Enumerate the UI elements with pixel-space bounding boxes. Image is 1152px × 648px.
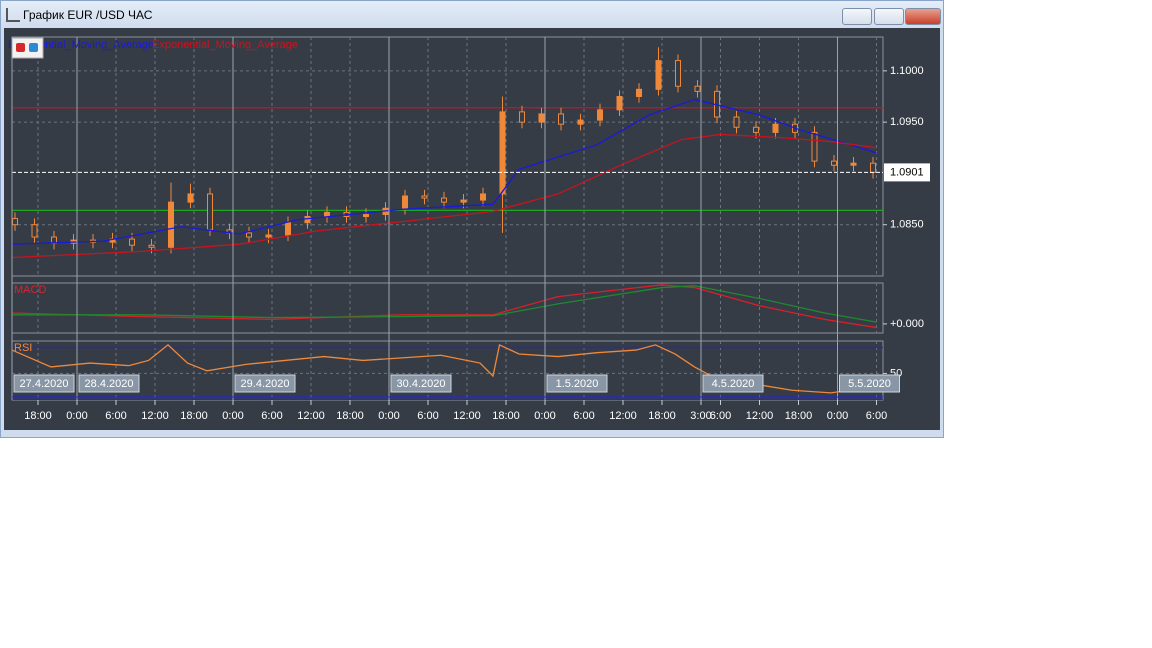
chart-area: 18:00 0:00 6:00 12:00 18:00 0:00 6:00 12:00 18:0… <box>4 28 940 430</box>
date-label: 4.5.2020 <box>712 378 755 390</box>
x-tick-label: 6:00 <box>417 410 438 422</box>
candle-body <box>441 197 447 203</box>
y-tick-label: 1.0850 <box>890 219 924 231</box>
window-title: График EUR /USD ЧАС <box>23 8 153 22</box>
panel-title: RSI <box>14 342 32 354</box>
legend-entry: Exponential_Moving_Average <box>152 39 298 51</box>
date-box <box>390 374 452 393</box>
date-label: 1.5.2020 <box>556 378 599 390</box>
candle-body <box>870 162 876 173</box>
series-line <box>11 98 877 245</box>
candle-body <box>402 195 408 209</box>
y-tick-label: +0.000 <box>890 318 924 330</box>
date-box <box>13 374 75 393</box>
x-tick-label: 18:00 <box>24 410 52 422</box>
candle-body <box>577 119 584 125</box>
candle-body <box>480 193 486 201</box>
candle-body <box>616 95 623 111</box>
candle-body <box>207 193 213 231</box>
x-tick-label: 0:00 <box>827 410 848 422</box>
series-line <box>12 285 877 323</box>
candle-body <box>772 123 779 133</box>
candle-body <box>655 60 662 90</box>
candle-body <box>499 111 506 195</box>
candle-body <box>148 244 155 248</box>
candle-body <box>694 85 701 92</box>
candle-body <box>597 109 603 121</box>
panel-icon-red <box>16 43 25 52</box>
window-icon <box>6 8 20 22</box>
candle-body <box>831 160 837 166</box>
current-price-box <box>884 163 930 182</box>
candle-body <box>363 213 369 218</box>
date-label: 5.5.2020 <box>848 378 891 390</box>
date-label: 28.4.2020 <box>85 378 134 390</box>
panel-title: MACD <box>14 284 46 296</box>
candle-body <box>246 232 252 238</box>
x-tick-label: 18:00 <box>492 410 520 422</box>
x-tick-label: 12:00 <box>141 410 169 422</box>
x-tick-label: 0:00 <box>222 410 243 422</box>
candle-body <box>324 211 330 218</box>
candle-body <box>285 222 291 236</box>
x-tick-label: 0:00 <box>534 410 555 422</box>
date-label: 29.4.2020 <box>241 378 290 390</box>
chart-background <box>4 28 940 430</box>
x-tick-label: 12:00 <box>609 410 637 422</box>
candle-body <box>265 234 272 238</box>
date-box <box>78 374 140 393</box>
candle-body <box>31 224 38 238</box>
minimize-button[interactable] <box>842 8 872 25</box>
x-tick-label: 18:00 <box>180 410 208 422</box>
candle-body <box>168 201 174 248</box>
candle-body <box>460 199 467 203</box>
date-label: 27.4.2020 <box>20 378 69 390</box>
candle-body <box>187 193 194 203</box>
candle-body <box>12 218 18 226</box>
x-tick-label: 12:00 <box>297 410 325 422</box>
candle-body <box>519 111 525 123</box>
panel-icon-blue <box>29 43 38 52</box>
candle-body <box>811 131 818 162</box>
candle-body <box>304 216 311 224</box>
x-tick-label: 0:00 <box>378 410 399 422</box>
close-button[interactable] <box>905 8 941 25</box>
x-tick-label: 6:00 <box>105 410 126 422</box>
series-line <box>11 284 877 329</box>
x-tick-label: 6:00 <box>261 410 282 422</box>
candle-body <box>558 113 564 125</box>
candle-body <box>421 195 428 199</box>
date-box <box>234 374 296 393</box>
current-price-label: 1.0901 <box>890 166 924 178</box>
x-tick-label: 18:00 <box>785 410 813 422</box>
x-tick-label: 6:00 <box>866 410 887 422</box>
candle-body <box>636 88 642 97</box>
date-box <box>702 374 764 393</box>
x-tick-label: 0:00 <box>66 410 87 422</box>
series-line <box>11 133 877 259</box>
x-tick-label: 6:00 <box>710 410 731 422</box>
x-tick-label: 3:00 <box>690 410 711 422</box>
x-tick-label: 12:00 <box>453 410 481 422</box>
candle-body <box>733 116 740 128</box>
legend-entry: Exponential_Moving_Average <box>8 39 154 51</box>
candle-body <box>538 113 545 123</box>
date-label: 30.4.2020 <box>397 378 446 390</box>
candle-body <box>753 126 759 133</box>
candle-body <box>675 60 681 87</box>
x-tick-label: 12:00 <box>746 410 774 422</box>
candle-body <box>850 162 857 166</box>
x-tick-label: 18:00 <box>336 410 364 422</box>
x-tick-label: 6:00 <box>573 410 594 422</box>
x-tick-label: 18:00 <box>648 410 676 422</box>
candle-body <box>129 238 135 246</box>
date-box <box>546 374 608 393</box>
maximize-button[interactable] <box>874 8 904 25</box>
y-tick-label: 1.0950 <box>890 116 924 128</box>
y-tick-label: 1.1000 <box>890 65 924 77</box>
date-box <box>839 374 900 393</box>
